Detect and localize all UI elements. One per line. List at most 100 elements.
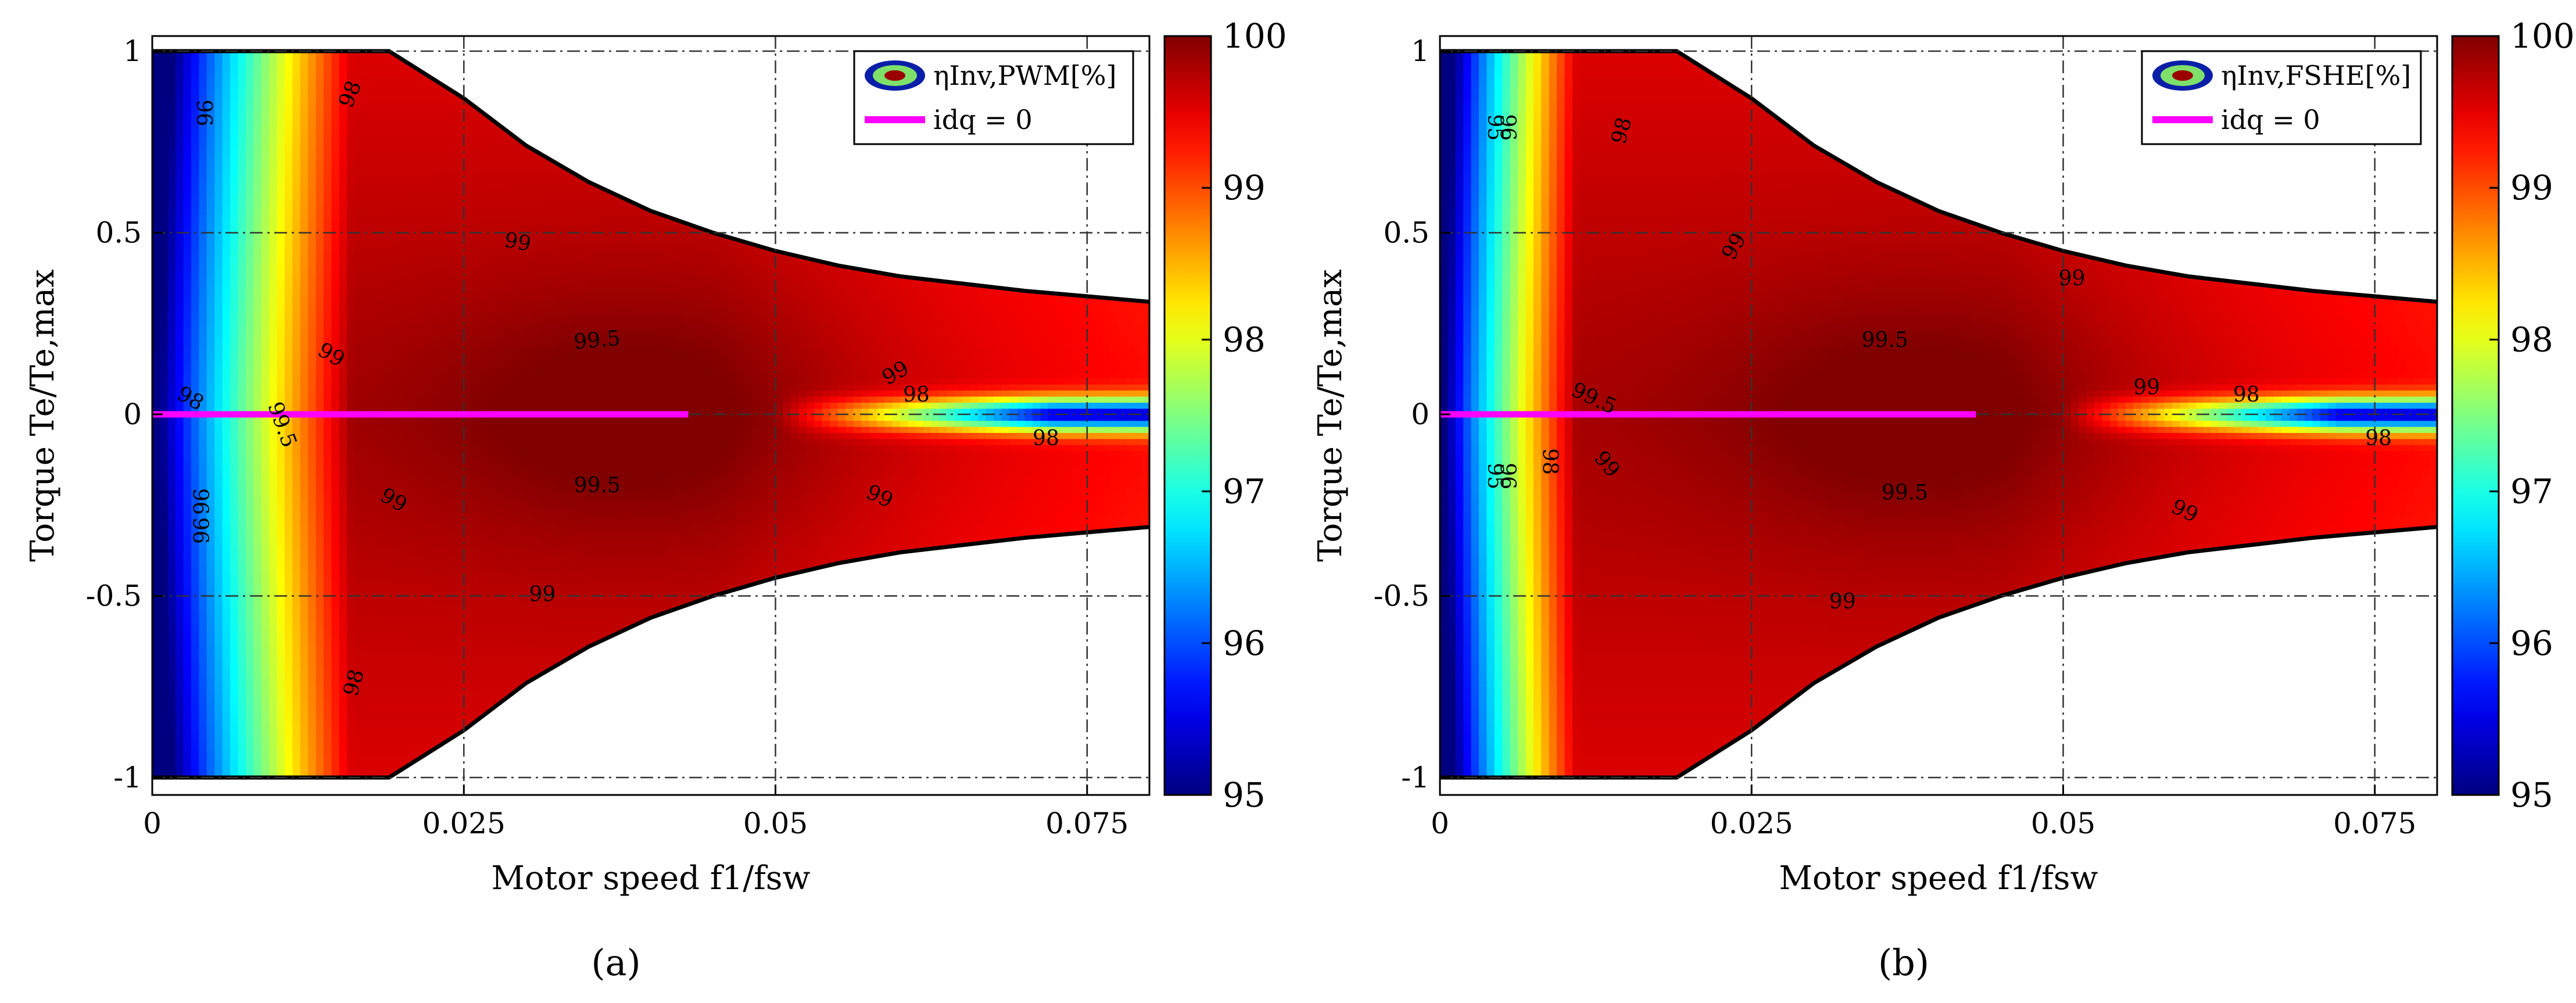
heatmap-cell: [347, 166, 356, 173]
heatmap-cell: [323, 747, 332, 754]
heatmap-cell: [277, 590, 285, 597]
heatmap-cell: [214, 771, 223, 778]
heatmap-cell: [363, 178, 371, 185]
heatmap-cell: [253, 112, 262, 119]
heatmap-cell: [245, 420, 255, 427]
heatmap-cell: [370, 680, 379, 687]
heatmap-cell: [316, 729, 324, 736]
heatmap-cell: [464, 227, 472, 234]
heatmap-cell: [245, 112, 255, 119]
heatmap-cell: [206, 372, 215, 379]
heatmap-cell: [448, 511, 457, 518]
heatmap-cell: [183, 686, 192, 693]
heatmap-cell: [354, 305, 363, 312]
heatmap-cell: [199, 202, 207, 209]
heatmap-cell: [370, 668, 379, 675]
heatmap-cell: [167, 638, 176, 645]
heatmap-cell: [316, 166, 324, 173]
heatmap-cell: [393, 753, 402, 760]
heatmap-cell: [440, 674, 449, 682]
heatmap-cell: [402, 166, 410, 173]
heatmap-cell: [331, 257, 340, 264]
heatmap-cell: [378, 93, 386, 101]
heatmap-cell: [456, 638, 464, 645]
heatmap-cell: [222, 378, 231, 385]
heatmap-cell: [456, 414, 464, 421]
heatmap-cell: [284, 190, 293, 197]
heatmap-cell: [277, 75, 285, 82]
heatmap-cell: [402, 160, 410, 167]
heatmap-cell: [464, 372, 472, 379]
heatmap-cell: [370, 578, 379, 585]
heatmap-cell: [378, 517, 386, 524]
heatmap-cell: [354, 705, 363, 712]
heatmap-cell: [238, 511, 246, 518]
heatmap-cell: [370, 190, 379, 197]
heatmap-cell: [191, 293, 200, 300]
heatmap-cell: [464, 190, 472, 197]
heatmap-cell: [386, 571, 395, 578]
heatmap-cell: [409, 747, 418, 754]
heatmap-cell: [183, 753, 192, 760]
heatmap-cell: [214, 184, 223, 191]
heatmap-cell: [152, 63, 161, 70]
heatmap-cell: [222, 650, 231, 657]
heatmap-cell: [160, 590, 169, 597]
heatmap-cell: [347, 390, 356, 397]
heatmap-cell: [206, 196, 215, 203]
heatmap-cell: [456, 614, 464, 621]
heatmap-cell: [253, 414, 262, 421]
heatmap-cell: [277, 529, 285, 536]
heatmap-cell: [183, 626, 192, 633]
heatmap-cell: [214, 227, 223, 234]
heatmap-cell: [152, 583, 161, 590]
heatmap-cell: [471, 384, 480, 391]
heatmap-cell: [402, 759, 410, 766]
heatmap-cell: [300, 124, 309, 131]
heatmap-cell: [323, 105, 332, 112]
heatmap-cell: [300, 269, 309, 276]
heatmap-cell: [175, 214, 184, 221]
heatmap-cell: [464, 208, 472, 215]
heatmap-cell: [222, 257, 231, 264]
heatmap-cell: [277, 499, 285, 506]
heatmap-cell: [331, 481, 340, 488]
heatmap-cell: [183, 596, 192, 603]
heatmap-cell: [284, 668, 293, 675]
heatmap-cell: [214, 729, 223, 736]
heatmap-cell: [323, 305, 332, 312]
heatmap-cell: [183, 348, 192, 354]
heatmap-cell: [261, 190, 270, 197]
heatmap-cell: [214, 523, 223, 530]
heatmap-cell: [464, 481, 472, 488]
heatmap-cell: [417, 686, 425, 693]
heatmap-cell: [464, 287, 472, 294]
heatmap-cell: [393, 372, 402, 379]
heatmap-cell: [152, 323, 161, 330]
heatmap-cell: [323, 329, 332, 336]
heatmap-cell: [183, 293, 192, 300]
heatmap-cell: [292, 620, 301, 627]
heatmap-cell: [339, 578, 347, 585]
heatmap-cell: [261, 214, 270, 221]
heatmap-cell: [152, 117, 161, 124]
heatmap-cell: [222, 499, 231, 506]
heatmap-cell: [354, 124, 363, 131]
heatmap-cell: [417, 190, 425, 197]
heatmap-cell: [292, 293, 301, 300]
heatmap-cell: [370, 250, 379, 257]
heatmap-cell: [191, 705, 200, 712]
heatmap-cell: [253, 99, 262, 106]
heatmap-cell: [409, 238, 418, 246]
heatmap-cell: [152, 245, 161, 252]
heatmap-cell: [300, 541, 309, 548]
heatmap-cell: [206, 245, 215, 252]
heatmap-cell: [292, 711, 301, 718]
heatmap-cell: [402, 614, 410, 621]
heatmap-cell: [214, 668, 223, 675]
heatmap-cell: [323, 517, 332, 524]
heatmap-cell: [308, 384, 317, 391]
heatmap-cell: [316, 348, 324, 354]
heatmap-cell: [339, 493, 347, 500]
heatmap-cell: [167, 329, 176, 336]
